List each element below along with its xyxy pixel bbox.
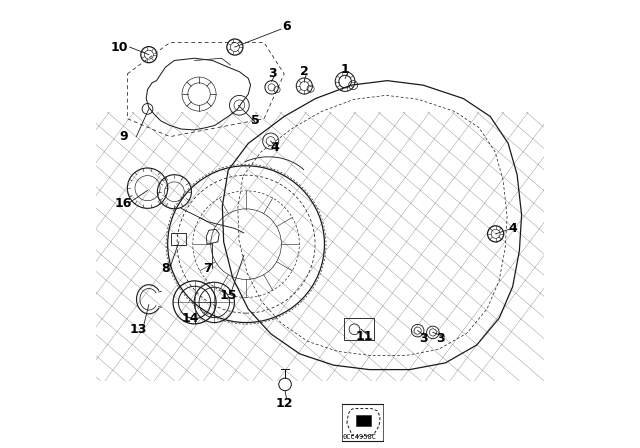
Text: 2: 2	[300, 65, 308, 78]
Text: 3: 3	[436, 332, 445, 345]
Text: 12: 12	[275, 396, 293, 410]
Text: 16: 16	[114, 197, 132, 211]
Text: 10: 10	[111, 40, 128, 54]
Text: 9: 9	[120, 130, 128, 143]
Text: 13: 13	[130, 323, 147, 336]
Text: 4: 4	[271, 141, 280, 155]
Text: 15: 15	[220, 289, 237, 302]
Text: 3: 3	[419, 332, 428, 345]
Text: 6: 6	[282, 20, 291, 34]
Text: 11: 11	[356, 329, 374, 343]
Text: 4: 4	[508, 222, 517, 235]
FancyBboxPatch shape	[356, 415, 371, 426]
Text: 3: 3	[269, 67, 277, 81]
Text: 8: 8	[161, 262, 170, 276]
Text: 0CC4958C: 0CC4958C	[343, 435, 377, 440]
Text: 7: 7	[204, 262, 212, 276]
Text: 1: 1	[340, 63, 349, 76]
Text: 5: 5	[251, 114, 259, 128]
Text: 14: 14	[181, 311, 199, 325]
